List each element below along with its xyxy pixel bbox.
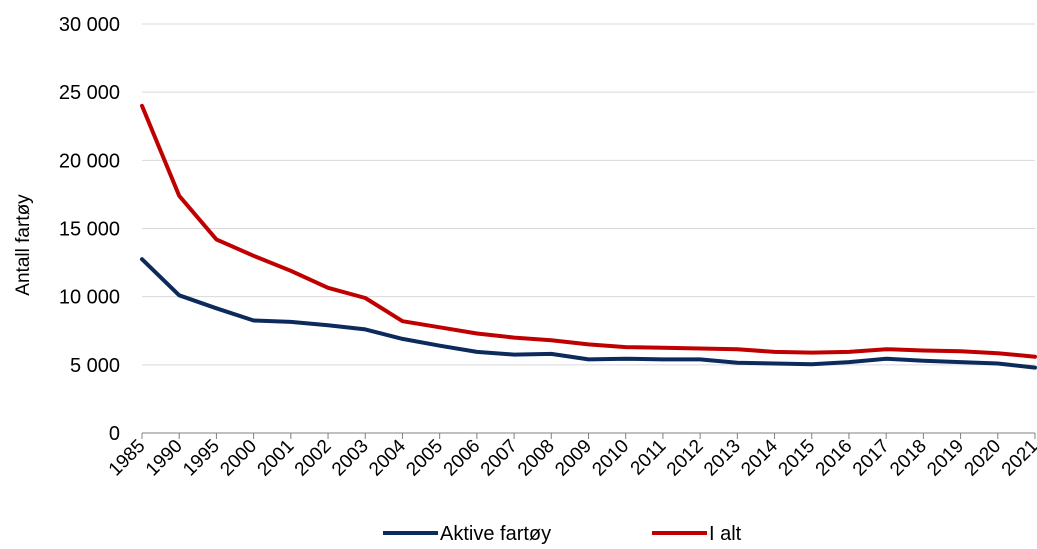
x-axis-tick-labels: 1985199019952000200120022003200420052006… (105, 435, 1037, 480)
x-tick-label: 2017 (849, 436, 894, 481)
y-tick-label: 0 (109, 423, 120, 445)
y-tick-label: 25 000 (59, 82, 120, 104)
series-lines (140, 103, 1037, 370)
y-tick-label: 10 000 (59, 287, 120, 309)
x-tick-label: 2001 (254, 436, 299, 481)
y-tick-label: 20 000 (59, 150, 120, 172)
series-line (140, 257, 1037, 370)
x-tick-label: 2011 (627, 436, 671, 480)
y-tick-label: 15 000 (59, 219, 120, 241)
x-tick-label: 2009 (551, 436, 596, 481)
x-tick-label: 2005 (402, 436, 447, 481)
x-tick-label: 2019 (923, 436, 968, 481)
y-axis-label: Antall fartøy (13, 194, 34, 296)
series-line (140, 103, 1037, 359)
x-tick-label: 2008 (514, 436, 559, 481)
gridlines (142, 23, 1035, 366)
x-tick-label: 1995 (179, 436, 224, 481)
x-tick-label: 2015 (775, 436, 820, 481)
x-tick-label: 2006 (440, 436, 485, 481)
legend: Aktive fartøy I alt (383, 523, 742, 545)
x-tick-label: 2014 (737, 435, 782, 480)
legend-label: I alt (709, 523, 742, 544)
x-tick-label: 2002 (291, 436, 336, 481)
legend-label: Aktive fartøy (440, 523, 551, 544)
x-tick-label: 2020 (961, 436, 1006, 481)
x-tick-label: 2016 (812, 436, 857, 481)
x-axis (141, 432, 1036, 439)
x-tick-label: 2018 (886, 436, 931, 481)
x-tick-label: 2010 (588, 436, 633, 481)
y-axis-tick-labels: 0 5 000 10 000 15 000 20 000 25 000 30 000 (59, 14, 120, 445)
x-tick-label: 2012 (663, 436, 708, 481)
x-tick-label: 2003 (328, 436, 373, 481)
y-tick-label: 5 000 (70, 355, 120, 377)
x-tick-label: 2000 (216, 436, 261, 481)
x-tick-label: 1990 (142, 436, 187, 481)
x-tick-label: 2004 (365, 435, 410, 480)
x-tick-label: 2007 (477, 436, 522, 481)
y-tick-label: 30 000 (59, 14, 120, 36)
x-tick-label: 2021 (998, 436, 1037, 481)
x-tick-label: 2013 (700, 436, 745, 481)
